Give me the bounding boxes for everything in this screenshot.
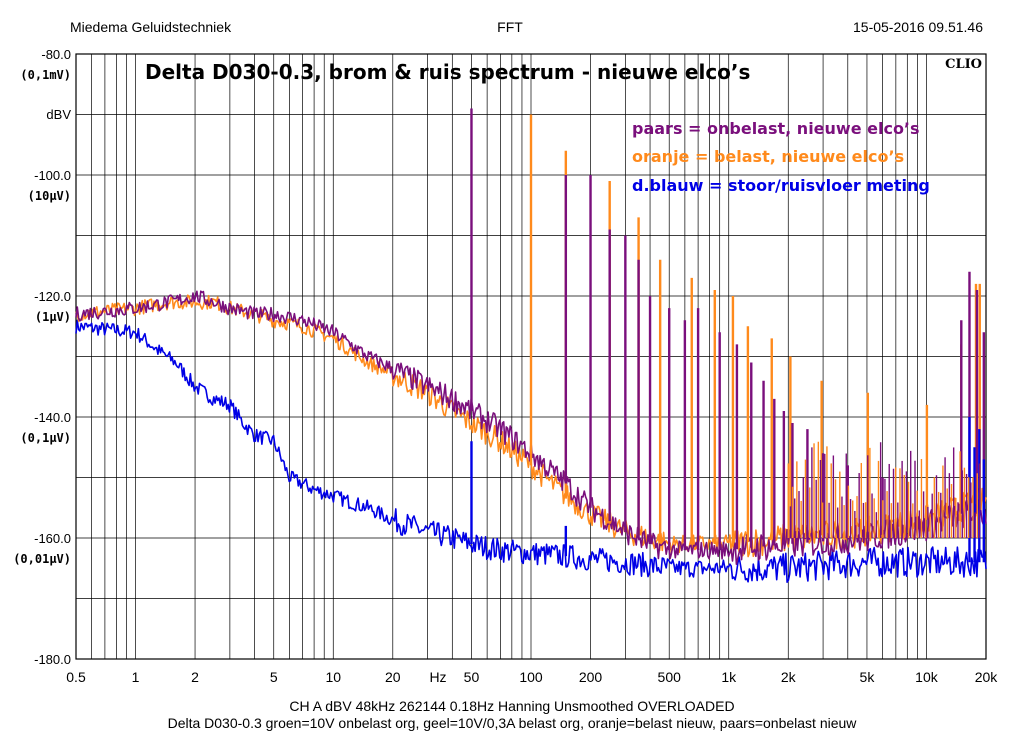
y-tick-label: -140.0 [34,410,71,425]
series-line-dblauw [75,319,987,583]
y-tick-sublabel: (10µV) [28,189,71,203]
y-tick-sublabel: (1µV) [35,310,71,324]
y-tick-label: -100.0 [34,168,71,183]
y-tick-sublabel: (0,01µV) [13,552,71,566]
x-tick-label: 2k [781,669,797,685]
x-tick-label: 1k [721,669,737,685]
x-tick-label: 50 [464,669,480,685]
y-tick-label: -160.0 [34,531,71,546]
grid [76,54,986,659]
header-right: 15-05-2016 09.51.46 [853,19,983,35]
footer-line-2: Delta D030-0.3 groen=10V onbelast org, g… [168,715,858,731]
y-tick-label: -180.0 [34,652,71,667]
x-tick-label: 10k [915,669,939,685]
x-tick-label: 20k [975,669,999,685]
x-tick-label: 5 [270,669,278,685]
y-tick-sublabel: (0,1mV) [20,68,71,82]
x-tick-label: 2 [191,669,199,685]
x-axis-unit: Hz [429,669,446,685]
y-axis-label: dBV [46,107,71,122]
x-tick-label: 0.5 [66,669,86,685]
y-tick-label: -80.0 [41,47,71,62]
x-tick-label: 20 [385,669,401,685]
x-tick-label: 1 [132,669,140,685]
x-tick-labels: 0.5 1 2 5 10 20 50 100 200 500 1k 2k 5k 10k 20k [66,669,998,685]
y-tick-labels: -80.0 (0,1mV) -100.0 (10µV) -120.0 (1µV) -140.… [13,47,71,667]
footer-line-1: CH A dBV 48kHz 262144 0.18Hz Hanning Uns… [289,698,734,714]
x-tick-label: 5k [860,669,876,685]
x-tick-label: 200 [579,669,603,685]
series-peaks [470,108,986,563]
header-center: FFT [497,19,523,35]
chart-title: Delta D030-0.3, brom & ruis spectrum - n… [145,60,750,84]
x-tick-label: 10 [325,669,341,685]
x-tick-label: 500 [658,669,682,685]
clio-logo: CLIO [945,57,982,72]
x-tick-label: 100 [519,669,543,685]
y-tick-label: -120.0 [34,289,71,304]
legend-orange: oranje = belast, nieuwe elco’s [632,147,904,166]
legend-purple: paars = onbelast, nieuwe elco’s [632,119,920,138]
legend-blue: d.blauw = stoor/ruisvloer meting [632,176,930,195]
y-tick-sublabel: (0,1µV) [20,431,71,445]
header-left: Miedema Geluidstechniek [70,19,232,35]
